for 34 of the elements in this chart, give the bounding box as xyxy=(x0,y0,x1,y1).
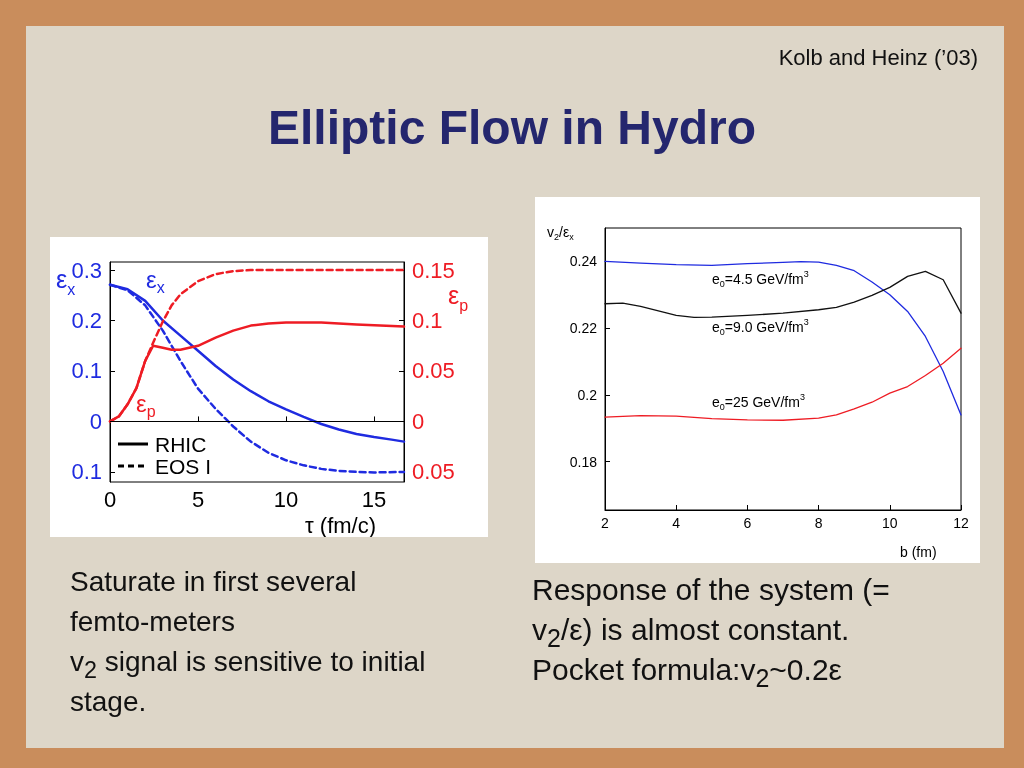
line-series xyxy=(604,270,962,319)
text: v$_{2}$ signal is sensitive to initial stage. xyxy=(70,646,426,717)
x-tick-label: 15 xyxy=(361,486,387,512)
line-series xyxy=(604,260,962,416)
x-tick-label: 2 xyxy=(601,515,610,531)
x-axis-title: τ (fm/c) xyxy=(305,512,377,538)
y-tick-label: 0.22 xyxy=(569,320,598,337)
x-tick-label: 10 xyxy=(273,486,299,512)
y-tick-label: 0 xyxy=(89,408,102,434)
y2-tick-label: 0.1 xyxy=(412,308,443,334)
y-tick-label: 0.24 xyxy=(569,253,598,270)
line-series xyxy=(604,347,962,421)
y-tick-label: 0.1 xyxy=(71,358,102,384)
x-axis-title: b (fm) xyxy=(900,544,937,560)
x-tick-label: 6 xyxy=(743,515,752,531)
y2-tick-label: 0 xyxy=(412,408,425,434)
annotation: EOS I xyxy=(155,454,212,478)
x-tick-label: 10 xyxy=(882,515,898,531)
x-tick-label: 5 xyxy=(191,486,205,512)
y-tick-label: 0.18 xyxy=(569,453,598,470)
text: Elliptic Flow in Hydro xyxy=(267,100,757,155)
y2-tick-label: 0.05 xyxy=(412,358,455,384)
text: Pocket formula:v$_{2}$~0.2ε xyxy=(532,653,842,692)
chart-subtitle: Kolb and Heinz (’03) xyxy=(778,45,978,71)
x-tick-label: 4 xyxy=(672,515,681,531)
annotation: RHIC xyxy=(155,432,207,456)
y2-tick-label: 0.15 xyxy=(412,257,455,283)
text: Response of the system (= v$_{2}$/ε) is almost constant. xyxy=(532,573,890,652)
x-tick-label: 12 xyxy=(953,515,969,531)
x-tick-label: 8 xyxy=(814,515,823,531)
y-tick-label: 0.1 xyxy=(71,459,102,485)
y-tick-label: 0.2 xyxy=(577,386,598,403)
y2-tick-label: 0.05 xyxy=(412,459,455,485)
y-tick-label: 0.2 xyxy=(71,308,102,334)
